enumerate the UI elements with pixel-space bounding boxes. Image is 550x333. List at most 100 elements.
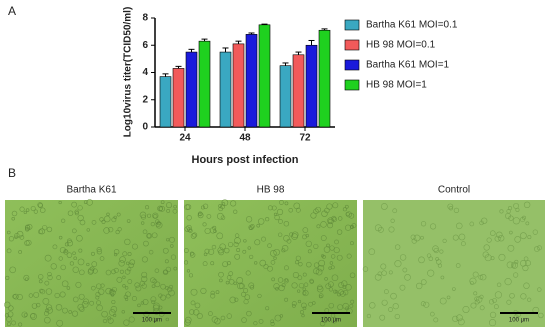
cell <box>202 261 208 267</box>
cell <box>16 293 23 301</box>
cell <box>126 261 130 265</box>
cell <box>399 254 407 261</box>
cell <box>6 322 11 327</box>
cell <box>134 282 140 288</box>
cell <box>124 286 129 290</box>
cell <box>72 251 76 255</box>
cell <box>202 222 207 227</box>
cell <box>42 297 50 305</box>
cell <box>234 297 239 302</box>
cell <box>150 222 155 227</box>
cell <box>66 240 74 247</box>
cell <box>433 247 439 254</box>
cell <box>4 313 10 318</box>
cell <box>291 231 299 239</box>
cell <box>38 228 46 235</box>
cell <box>368 248 376 255</box>
cell <box>309 278 314 284</box>
cell <box>77 258 85 266</box>
cell <box>190 300 196 306</box>
cell <box>416 282 423 290</box>
cell <box>515 311 522 318</box>
cell <box>127 279 133 284</box>
cell <box>284 201 289 206</box>
cell <box>200 287 207 295</box>
cell <box>534 246 540 252</box>
cell <box>506 299 512 305</box>
cell <box>342 207 347 212</box>
cell <box>192 232 198 238</box>
cell <box>52 244 58 250</box>
cell <box>301 302 307 309</box>
cell <box>211 244 217 250</box>
cell <box>318 259 326 267</box>
cell <box>439 297 447 305</box>
cell <box>509 293 515 299</box>
legend-label: Bartha K61 MOI=0.1 <box>366 20 458 31</box>
cell <box>164 259 169 264</box>
cell <box>160 200 165 204</box>
cell <box>278 284 285 292</box>
cell <box>522 215 526 220</box>
cell <box>126 219 131 223</box>
cell <box>150 277 156 283</box>
panel-label: A <box>8 4 16 18</box>
cell <box>220 315 226 321</box>
cell <box>302 291 307 295</box>
cell <box>103 227 110 234</box>
cell <box>105 287 112 295</box>
cell <box>346 253 352 259</box>
bar <box>245 34 258 128</box>
cell <box>325 283 331 289</box>
cell <box>229 296 237 304</box>
cell <box>208 311 213 316</box>
cell <box>324 277 328 281</box>
cell <box>506 209 511 214</box>
cell <box>303 282 309 287</box>
cell <box>218 271 224 278</box>
cell <box>115 230 120 235</box>
cell <box>515 207 520 212</box>
cell <box>390 292 397 300</box>
cell <box>538 312 544 319</box>
cell <box>380 263 387 270</box>
cell <box>157 205 163 212</box>
cell <box>230 200 237 207</box>
cell <box>243 299 249 305</box>
cell <box>246 310 252 317</box>
cell <box>165 317 170 322</box>
cell <box>257 218 265 225</box>
cell <box>12 293 19 300</box>
cell <box>200 205 205 210</box>
cell <box>291 282 298 289</box>
cell <box>33 209 38 214</box>
cell <box>447 203 454 210</box>
cell <box>446 295 451 300</box>
y-tick-label: 4 <box>142 67 148 78</box>
cell <box>166 286 173 293</box>
cell <box>109 288 114 293</box>
cell <box>302 272 307 277</box>
cell <box>326 203 333 210</box>
error-bar <box>248 32 255 35</box>
cell <box>68 310 73 314</box>
cell <box>302 227 309 233</box>
cell <box>63 249 68 253</box>
cell <box>496 282 502 288</box>
cell <box>274 214 280 221</box>
cell <box>219 243 226 250</box>
cell <box>137 303 141 308</box>
error-bar <box>282 62 289 66</box>
cell <box>271 277 275 282</box>
cell <box>86 228 90 232</box>
cell <box>328 218 333 224</box>
cell <box>388 270 393 275</box>
cell <box>432 245 439 252</box>
error-bar <box>235 40 242 44</box>
cell <box>482 251 489 258</box>
cell <box>143 240 149 247</box>
x-tick-label: 72 <box>299 133 311 144</box>
cell <box>298 282 305 289</box>
cell <box>110 293 115 297</box>
cell <box>236 248 241 252</box>
